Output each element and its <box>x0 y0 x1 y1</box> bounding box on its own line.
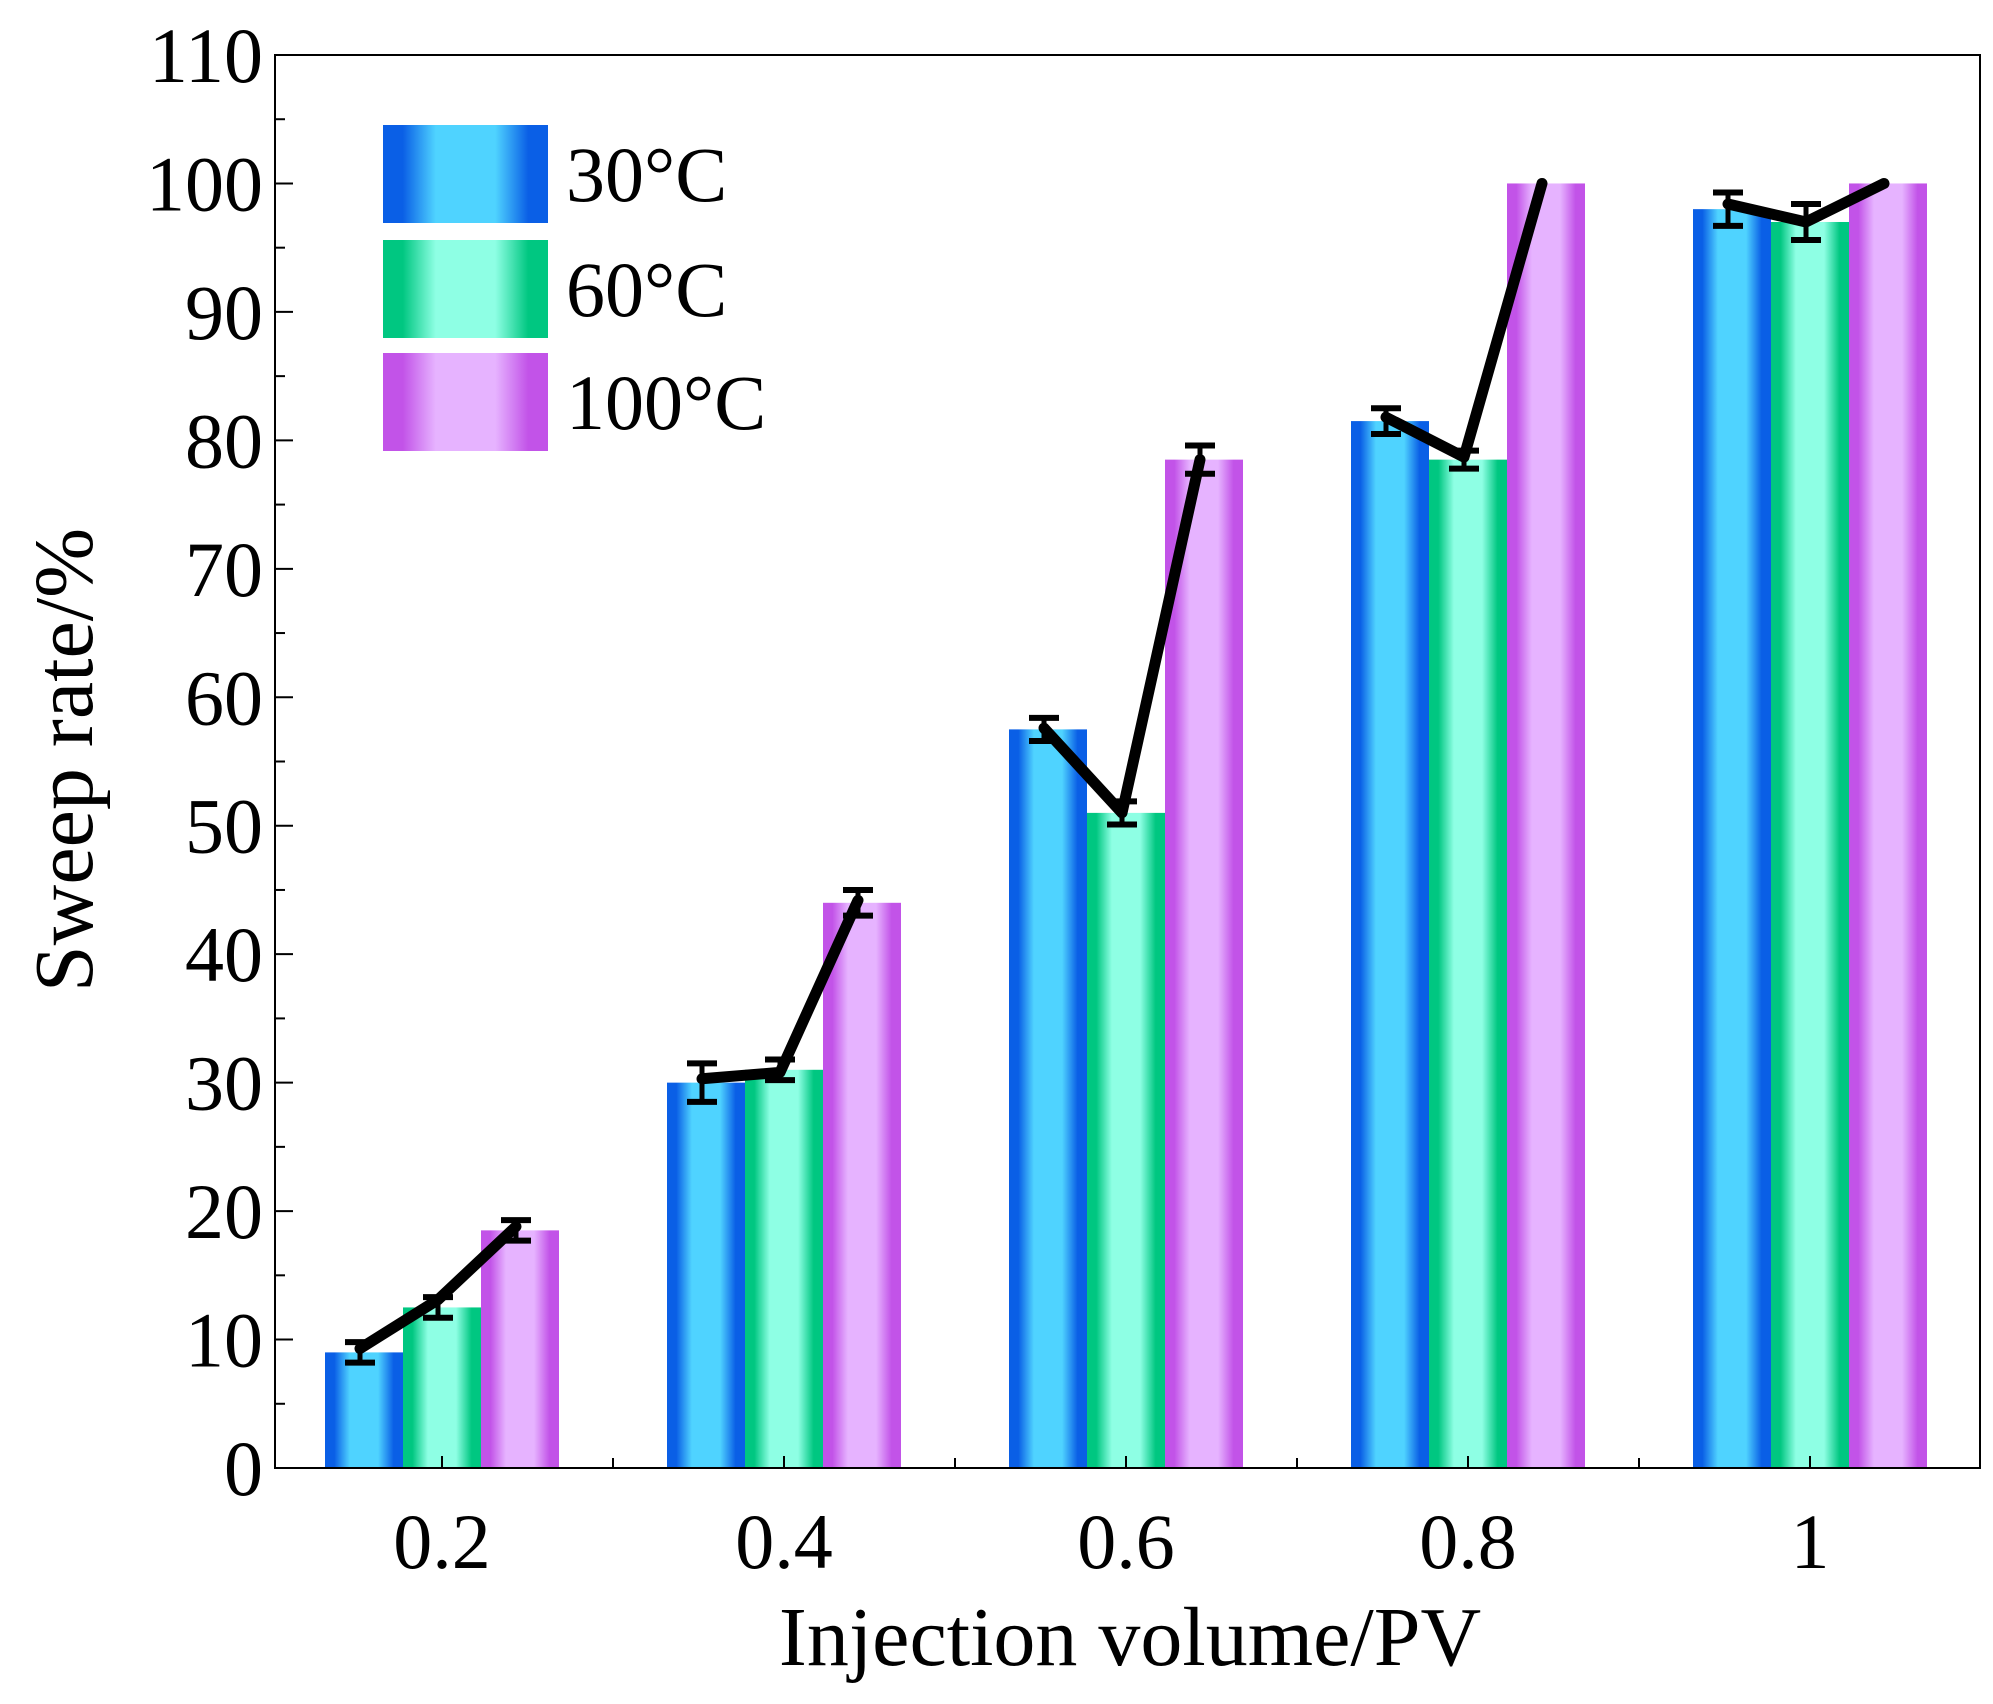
y-tick-label: 0 <box>224 1425 263 1512</box>
bar-0.2-100°C <box>481 1230 559 1468</box>
y-tick-label: 10 <box>185 1297 263 1384</box>
legend-label: 30°C <box>566 131 727 218</box>
y-axis-title: Sweep rate/% <box>18 528 111 992</box>
x-axis-title: Injection volume/PV <box>779 1591 1481 1684</box>
x-tick-label: 0.2 <box>393 1498 491 1585</box>
bar-0.4-30°C <box>667 1082 745 1468</box>
y-tick-label: 90 <box>185 269 263 356</box>
y-tick-label: 40 <box>185 911 263 998</box>
y-tick-label: 110 <box>149 12 263 99</box>
bar-0.8-100°C <box>1507 183 1585 1468</box>
bar-1-100°C <box>1849 183 1927 1468</box>
trend-line-0.2 <box>354 1221 522 1355</box>
y-tick-label: 20 <box>185 1168 263 1255</box>
bar-0.4-100°C <box>823 902 901 1468</box>
y-tick-label: 60 <box>185 654 263 741</box>
bar-0.8-60°C <box>1429 459 1507 1468</box>
trend-line-0.6 <box>1038 454 1206 819</box>
legend-swatch <box>383 240 548 338</box>
x-tick-label: 0.6 <box>1077 1498 1175 1585</box>
y-tick-label: 50 <box>185 783 263 870</box>
x-tick-label: 0.4 <box>735 1498 833 1585</box>
bar-0.6-30°C <box>1009 729 1087 1468</box>
bar-1-30°C <box>1693 209 1771 1468</box>
trend-line-0.8 <box>1380 177 1548 463</box>
x-tick-label: 1 <box>1791 1498 1830 1585</box>
y-tick-label: 70 <box>185 526 263 613</box>
legend-swatch <box>383 125 548 223</box>
bar-0.4-60°C <box>745 1069 823 1468</box>
y-tick-label: 100 <box>146 140 263 227</box>
y-tick-label: 80 <box>185 397 263 484</box>
x-tick-label: 0.8 <box>1419 1498 1517 1585</box>
legend-item-30°C: 30°C <box>383 125 727 223</box>
bar-0.2-60°C <box>403 1307 481 1468</box>
y-tick-label: 30 <box>185 1040 263 1127</box>
legend-label: 60°C <box>566 246 727 333</box>
legend-item-60°C: 60°C <box>383 240 727 338</box>
legend-label: 100°C <box>566 359 766 446</box>
trend-line-1 <box>1722 177 1890 228</box>
bar-0.6-100°C <box>1165 459 1243 1468</box>
legend-swatch <box>383 353 548 451</box>
bar-1-60°C <box>1771 221 1849 1468</box>
legend-item-100°C: 100°C <box>383 353 766 451</box>
bar-0.6-60°C <box>1087 812 1165 1468</box>
trend-line-0.4 <box>696 894 864 1085</box>
bar-0.2-30°C <box>325 1352 403 1468</box>
bar-0.8-30°C <box>1351 421 1429 1468</box>
